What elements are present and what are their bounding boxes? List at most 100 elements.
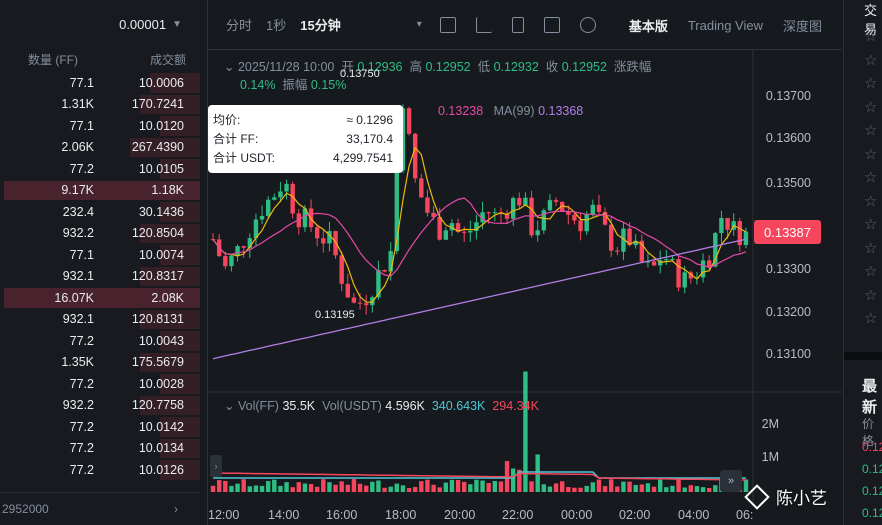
order-book-row[interactable]: 77.2 10.0028: [0, 373, 200, 395]
depth-bar: [140, 352, 200, 372]
row-total: 120.8131: [131, 312, 184, 327]
order-book-row[interactable]: 77.1 10.0120: [0, 115, 200, 137]
order-book-row[interactable]: 77.2 10.0043: [0, 330, 200, 352]
candle-body: [480, 212, 485, 223]
candle-body: [737, 221, 743, 246]
row-quantity: 932.1: [62, 269, 94, 284]
volume-bar: [357, 483, 363, 492]
favorite-star-icon[interactable]: ☆: [864, 75, 878, 92]
volume-bar: [559, 481, 565, 492]
row-total: 120.7758: [131, 398, 184, 413]
favorite-star-icon[interactable]: ☆: [864, 263, 878, 280]
indicator-icon[interactable]: [543, 16, 560, 33]
volume-bar: [480, 480, 485, 492]
settings-icon[interactable]: [579, 16, 596, 33]
low-marker: 0.13195: [315, 309, 355, 321]
column-quantity: 数量 (FF): [28, 52, 78, 67]
order-book-row[interactable]: 77.2 10.0134: [0, 438, 200, 460]
candle-body: [535, 230, 540, 236]
candle-body: [664, 259, 669, 261]
row-quantity: 77.2: [69, 441, 94, 456]
volume-bar: [216, 480, 222, 492]
interval-1s[interactable]: 1秒: [266, 18, 287, 33]
view-basic[interactable]: 基本版: [628, 18, 668, 34]
order-book-row[interactable]: 2.06K 267.4390: [0, 137, 200, 159]
favorite-star-icon[interactable]: ☆: [864, 286, 878, 304]
interval-timeline[interactable]: 分时: [226, 18, 253, 33]
interval-15m[interactable]: 15分钟: [300, 18, 341, 33]
candle-body: [596, 204, 602, 212]
row-quantity: 232.4: [62, 204, 94, 219]
volume-bar: [443, 482, 449, 492]
candle-body: [633, 240, 638, 246]
volume-bar: [590, 482, 596, 492]
volume-bar: [259, 485, 265, 492]
latest-trades-title: 最新: [862, 378, 878, 416]
order-book-row[interactable]: 932.2 120.7758: [0, 395, 200, 417]
favorite-star-icon[interactable]: ☆: [864, 169, 878, 186]
order-book-row[interactable]: 16.07K 2.08K: [0, 287, 200, 309]
volume-ma-line-2: [213, 472, 746, 481]
time-tick: 04:00: [678, 508, 710, 522]
order-book-row[interactable]: 77.2 10.0105: [0, 158, 200, 180]
favorite-star-icon[interactable]: ☆: [864, 216, 878, 233]
row-quantity: 16.07K: [54, 290, 94, 305]
candle-type-icon[interactable]: [511, 16, 524, 33]
volume-bar: [314, 486, 320, 492]
fast-forward-icon[interactable]: »: [720, 470, 742, 492]
volume-bar: [419, 481, 424, 492]
column-total: 成交额: [149, 52, 186, 67]
chevron-right-icon[interactable]: ›: [210, 455, 222, 477]
row-total: 267.4390: [131, 140, 184, 155]
order-book-row[interactable]: 9.17K 1.18K: [0, 180, 200, 202]
line-chart-icon[interactable]: [475, 16, 492, 33]
candle-body: [290, 183, 295, 214]
collapse-icon[interactable]: ⌄: [224, 60, 235, 74]
chevron-right-icon[interactable]: ›: [174, 502, 178, 516]
interval-dropdown-icon[interactable]: ▾: [416, 19, 422, 30]
view-tradingview[interactable]: Trading View: [687, 17, 763, 33]
order-book-row[interactable]: 932.2 120.8504: [0, 223, 200, 245]
ma99-label: MA(99): [493, 104, 535, 118]
order-book-row[interactable]: 77.2 10.0142: [0, 416, 200, 438]
order-book-row[interactable]: 1.31K 170.7241: [0, 94, 200, 116]
row-total: 10.0134: [138, 441, 184, 456]
order-book-row[interactable]: 232.4 30.1436: [0, 201, 200, 223]
candle-body: [590, 204, 596, 215]
order-book-row[interactable]: 932.1 120.8131: [0, 309, 200, 331]
favorite-star-icon[interactable]: ☆: [864, 122, 878, 139]
order-book-footer[interactable]: 2952000 ›: [0, 492, 200, 525]
vol-ma1-value: 340.643K: [431, 399, 486, 413]
favorite-star-icon[interactable]: ☆: [864, 310, 878, 327]
order-book-row[interactable]: 77.2 10.0126: [0, 459, 200, 481]
close-value: 0.12952: [561, 60, 607, 74]
volume-bar: [388, 486, 393, 492]
favorite-star-icon[interactable]: ☆: [864, 239, 878, 257]
price-header: 价格: [862, 417, 875, 448]
panel-title: 交易: [864, 3, 878, 37]
row-total: 120.8317: [131, 269, 184, 284]
vol-usdt-value: 4.596K: [385, 399, 425, 413]
order-book-row[interactable]: 77.1 10.0074: [0, 244, 200, 266]
precision-selector[interactable]: 0.00001 ▼: [0, 0, 200, 48]
time-tick: 20:00: [444, 508, 476, 522]
order-book-row[interactable]: 932.1 120.8317: [0, 266, 200, 288]
ma25-line: [212, 197, 747, 277]
order-book-row[interactable]: 1.35K 175.5679: [0, 352, 200, 374]
depth-bar: [160, 202, 200, 222]
candle-body: [468, 230, 473, 233]
favorite-star-icon[interactable]: ☆: [864, 51, 878, 69]
candlestick-chart[interactable]: [208, 0, 842, 525]
row-total: 10.0043: [138, 333, 184, 348]
volume-bar: [743, 479, 749, 492]
view-depth[interactable]: 深度图: [782, 18, 822, 34]
calendar-icon[interactable]: [439, 16, 456, 33]
order-book-row[interactable]: 77.1 10.0006: [0, 72, 200, 94]
favorite-star-icon[interactable]: ☆: [864, 98, 878, 116]
favorite-star-icon[interactable]: ☆: [864, 145, 878, 163]
favorite-star-icon[interactable]: ☆: [864, 28, 878, 45]
favorite-star-icon[interactable]: ☆: [864, 192, 878, 210]
collapse-icon[interactable]: ⌄: [224, 399, 235, 413]
volume-bar: [633, 484, 638, 492]
volume-bar: [627, 481, 632, 492]
